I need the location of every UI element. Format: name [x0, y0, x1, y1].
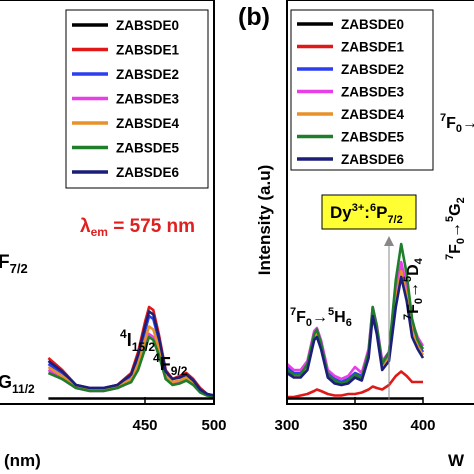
right-legend-label-6: ZABSDE6 [341, 152, 405, 167]
right-x-tick-label-350: 350 [342, 417, 367, 434]
left-legend-label-4: ZABSDE4 [116, 116, 180, 131]
right-y-axis-label: Intensity (a.u) [255, 165, 274, 276]
right-panel: (b) 300 350 400 W Intensity (a.u) ZABSDE… [238, 0, 474, 470]
left-legend: ZABSDE0 ZABSDE1 ZABSDE2 ZABSDE3 ZABSDE4 ZABSD… [72, 18, 180, 180]
right-legend-label-4: ZABSDE4 [341, 107, 405, 122]
transition-arrow-head [384, 236, 394, 246]
right-series-group [286, 242, 425, 400]
annotation-f0-h6: 7F0→5H6 [290, 306, 352, 329]
right-series-line-6 [286, 275, 425, 387]
right-x-axis-label: W [448, 451, 465, 470]
left-x-tick-label-450: 450 [132, 417, 157, 434]
left-plot-frame [0, 0, 215, 405]
left-x-tick-label-500: 500 [201, 417, 226, 434]
left-series-line-5 [47, 335, 215, 399]
annotation-f0-d4: 7F0→5D4 [402, 257, 425, 320]
right-series-line-5 [286, 242, 425, 385]
right-x-tick-label-300: 300 [274, 417, 299, 434]
left-panel: 450 500 (nm) ZABSDE0ZABSDE1ZABSDE2ZABSDE… [0, 0, 227, 470]
right-legend-label-3: ZABSDE3 [341, 85, 405, 100]
right-series-line-1 [287, 370, 423, 399]
right-plot-frame [286, 0, 474, 405]
annotation-f9-2: 4F9/2 [153, 351, 188, 378]
left-series-line-6 [47, 310, 215, 397]
annotation-g11-2: G11/2 [0, 372, 35, 396]
right-legend-label-1: ZABSDE1 [341, 40, 405, 55]
right-legend-label-0: ZABSDE0 [341, 17, 404, 32]
right-legend-label-2: ZABSDE2 [341, 62, 404, 77]
right-x-tick-label-400: 400 [410, 417, 435, 434]
left-legend-label-5: ZABSDE5 [116, 141, 180, 156]
annotation-f7-2: F7/2 [0, 252, 28, 276]
left-legend-label-1: ZABSDE1 [116, 43, 180, 58]
right-legend-label-5: ZABSDE5 [341, 130, 405, 145]
annotation-f0-partial: 7F0→ [440, 112, 474, 135]
left-legend-label-3: ZABSDE3 [116, 92, 180, 107]
left-x-axis-label: (nm) [4, 451, 41, 470]
transition-box-text: Dy3+:6P7/2 [330, 202, 403, 226]
right-legend: ZABSDE0 ZABSDE1 ZABSDE2 ZABSDE3 ZABSDE4 ZABSD… [297, 17, 405, 167]
left-legend-label-2: ZABSDE2 [116, 67, 179, 82]
annotation-i15-2: 4I15/2 [120, 327, 155, 354]
panel-label-b: (b) [238, 3, 270, 31]
left-series-line-4 [47, 325, 215, 399]
left-legend-label-6: ZABSDE6 [116, 165, 180, 180]
left-legend-label-0: ZABSDE0 [116, 18, 179, 33]
emission-wavelength-label: λem = 575 nm [80, 216, 195, 239]
annotation-f0-g2: 7F0→5G2 [444, 197, 467, 260]
transition-box [321, 194, 417, 230]
left-series-group [47, 305, 215, 400]
